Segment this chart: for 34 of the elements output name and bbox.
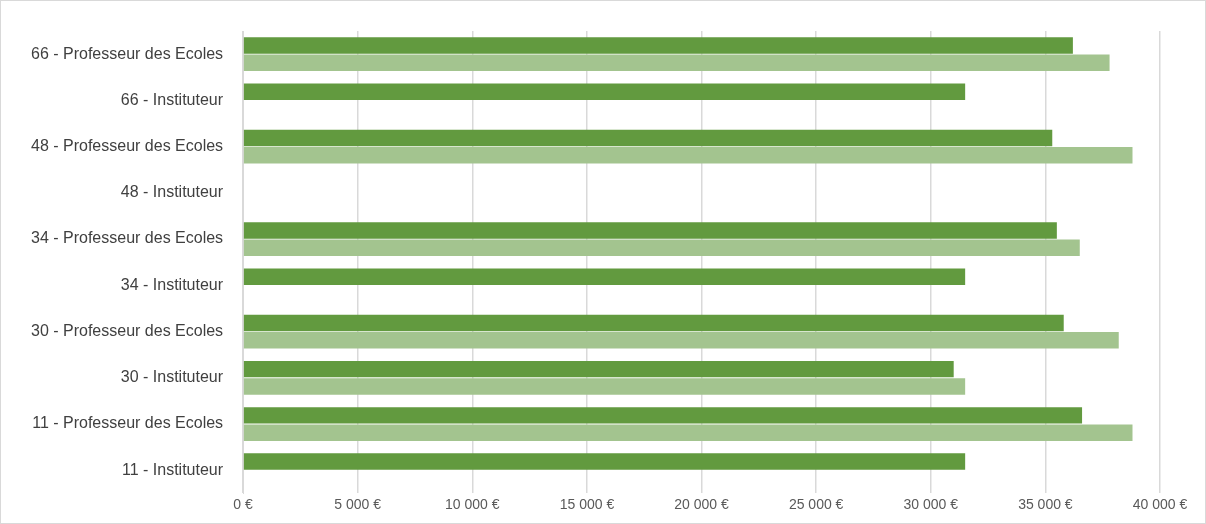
bar	[243, 407, 1083, 424]
x-tick-label: 5 000 €	[334, 495, 382, 512]
bar	[243, 83, 966, 100]
bar	[243, 424, 1133, 441]
y-tick-label: 34 - Instituteur	[120, 275, 224, 293]
y-tick-label: 30 - Instituteur	[120, 368, 224, 386]
bar	[243, 314, 1064, 332]
x-tick-label: 40 000 €	[1132, 495, 1188, 512]
y-tick-label: 34 - Professeur des Ecoles	[31, 229, 224, 247]
y-tick-label: 11 - Professeur des Ecoles	[32, 414, 224, 432]
x-tick-label: 10 000 €	[445, 495, 500, 512]
bar	[243, 360, 954, 378]
y-tick-label: 48 - Instituteur	[120, 183, 224, 201]
bar	[243, 129, 1053, 147]
bar	[243, 37, 1073, 54]
x-tick-label: 0 €	[233, 495, 254, 512]
bar	[243, 331, 1119, 349]
x-tick-label: 30 000 €	[903, 495, 959, 512]
y-tick-label: 48 - Professeur des Ecoles	[31, 137, 224, 155]
bar	[243, 453, 966, 470]
bar	[243, 268, 966, 285]
x-tick-label: 35 000 €	[1018, 495, 1073, 512]
bar	[243, 147, 1133, 164]
x-tick-label: 20 000 €	[674, 495, 730, 512]
bar	[243, 222, 1057, 239]
y-tick-label: 30 - Professeur des Ecoles	[31, 321, 224, 339]
x-tick-label: 15 000 €	[559, 495, 615, 512]
y-tick-label: 11 - Instituteur	[122, 460, 224, 478]
bar	[243, 378, 966, 395]
bar	[243, 239, 1080, 256]
y-tick-label: 66 - Instituteur	[120, 90, 224, 108]
x-tick-label: 25 000 €	[788, 495, 844, 512]
y-tick-label: 66 - Professeur des Ecoles	[31, 44, 224, 62]
bar	[243, 54, 1110, 72]
